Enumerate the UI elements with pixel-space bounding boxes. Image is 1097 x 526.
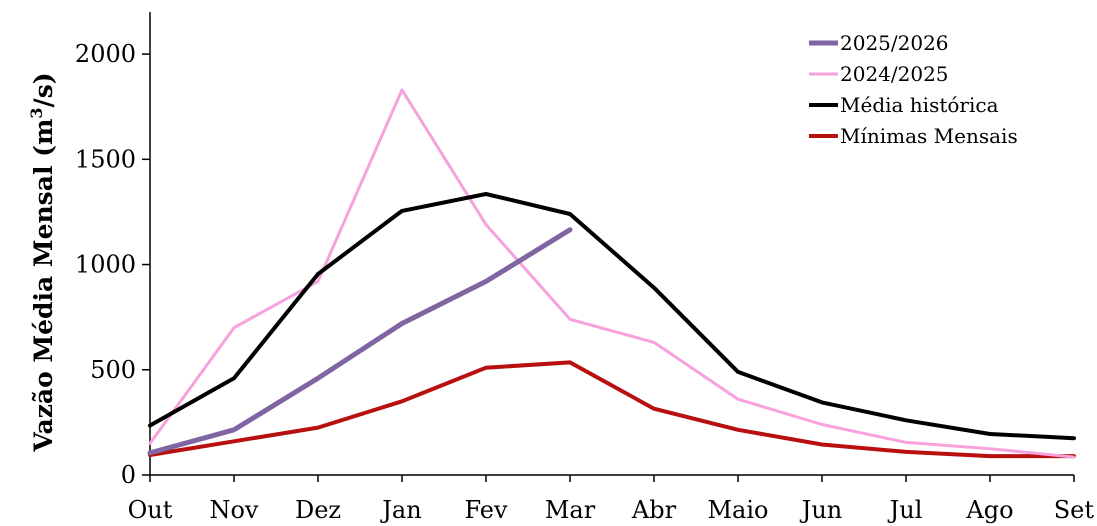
x-tick-label: Jan bbox=[379, 496, 421, 524]
y-tick-label: 0 bbox=[121, 461, 136, 489]
legend-label: Média histórica bbox=[840, 93, 999, 117]
y-axis-label-tail: /s) bbox=[29, 72, 58, 107]
x-tick-label: Ago bbox=[965, 496, 1013, 524]
x-ticks: Out Nov Dez Jan Fev Mar Abr Maio Jun Jul Ago Set bbox=[128, 475, 1095, 524]
x-tick-label: Set bbox=[1054, 496, 1095, 524]
y-axis-label: Vazão Média Mensal (m3/s) bbox=[27, 72, 58, 452]
series-line bbox=[148, 360, 1076, 459]
y-axis-label-main: Vazão Média Mensal (m bbox=[29, 119, 58, 453]
series-lines bbox=[147, 88, 1076, 459]
y-tick-label: 500 bbox=[90, 356, 136, 384]
x-tick-label: Fev bbox=[464, 496, 508, 524]
x-tick-label: Maio bbox=[707, 496, 768, 524]
series-line bbox=[148, 192, 1076, 441]
y-tick-label: 2000 bbox=[75, 40, 136, 68]
x-tick-label: Jul bbox=[887, 496, 923, 524]
y-tick-label: 1000 bbox=[75, 251, 136, 279]
x-tick-label: Out bbox=[128, 496, 173, 524]
x-tick-label: Dez bbox=[295, 496, 341, 524]
x-tick-label: Mar bbox=[545, 496, 596, 524]
x-tick-label: Jun bbox=[799, 496, 843, 524]
y-tick-label: 1500 bbox=[75, 145, 136, 173]
axes bbox=[149, 12, 1074, 476]
x-tick-label: Abr bbox=[631, 496, 677, 524]
legend-label: 2025/2026 bbox=[840, 31, 949, 55]
y-ticks: 0 500 1000 1500 2000 bbox=[75, 40, 150, 489]
y-axis-label-superscript: 3 bbox=[27, 107, 46, 118]
series-line bbox=[147, 227, 573, 456]
legend-label: 2024/2025 bbox=[840, 62, 949, 86]
legend-label: Mínimas Mensais bbox=[840, 124, 1018, 148]
legend: 2025/2026 2024/2025 Média histórica Mínimas… bbox=[809, 31, 1018, 148]
x-tick-label: Nov bbox=[209, 496, 258, 524]
